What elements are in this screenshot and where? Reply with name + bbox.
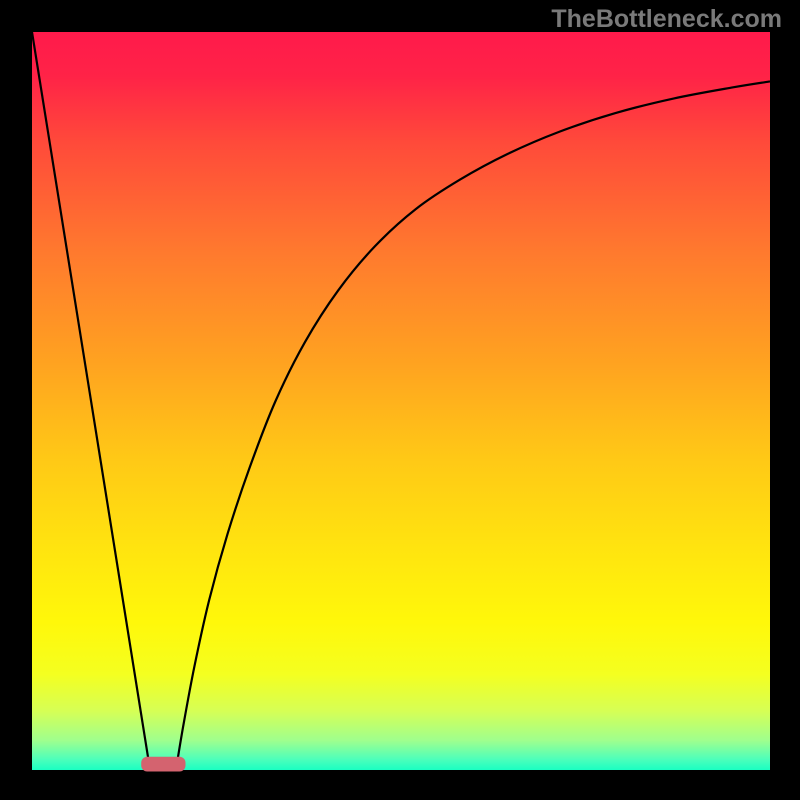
minimum-marker [141, 757, 185, 772]
watermark-text: TheBottleneck.com [551, 5, 782, 34]
bottleneck-curve [32, 32, 770, 770]
plot-area [32, 32, 770, 770]
curve-left-segment [32, 32, 150, 770]
figure-container: TheBottleneck.com [0, 0, 800, 800]
curve-right-segment [176, 81, 770, 770]
